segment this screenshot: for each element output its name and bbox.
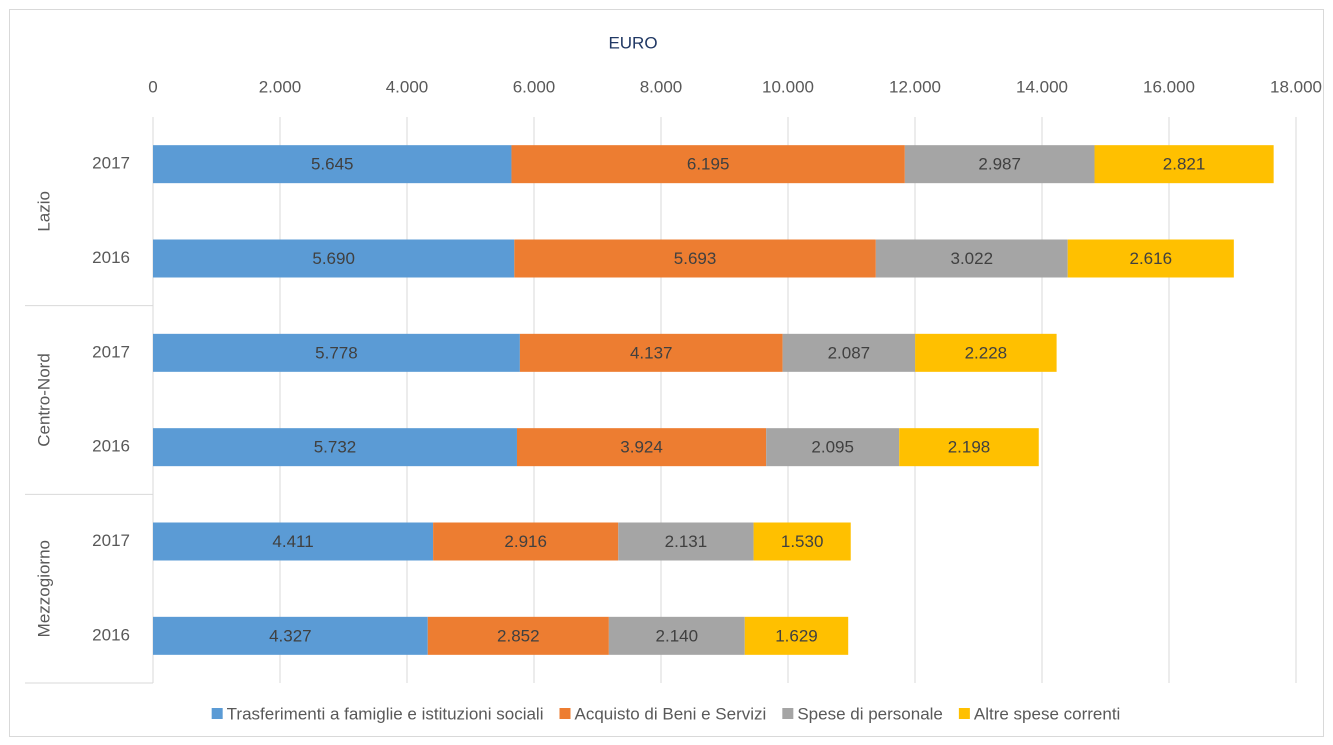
data-label: 2.821 (1163, 155, 1206, 174)
bar-segment (516, 428, 767, 467)
x-tick-label: 2.000 (259, 77, 302, 96)
y-tick-label: 2016 (92, 248, 130, 267)
bar-segment (915, 333, 1057, 372)
legend-label: Altre spese correnti (974, 704, 1120, 723)
x-tick-label: 0 (148, 77, 157, 96)
data-label: 2.852 (497, 626, 540, 645)
bar-segment (153, 333, 520, 372)
data-label: 5.732 (314, 438, 357, 457)
bar-segment (519, 333, 783, 372)
data-label: 2.916 (504, 532, 547, 551)
bar-segment (899, 428, 1039, 467)
data-label: 2.987 (978, 155, 1021, 174)
data-label: 2.140 (656, 626, 699, 645)
x-tick-label: 4.000 (386, 77, 429, 96)
y-tick-label: 2017 (92, 531, 130, 550)
x-tick-label: 18.000 (1270, 77, 1322, 96)
data-label: 5.690 (312, 249, 355, 268)
data-label: 3.022 (950, 249, 993, 268)
data-label: 6.195 (687, 155, 730, 174)
y-tick-label: 2017 (92, 154, 130, 173)
data-label: 2.095 (811, 438, 854, 457)
data-label: 4.411 (272, 532, 313, 551)
bar-segment (514, 239, 876, 278)
legend-swatch (958, 708, 970, 719)
data-label: 1.629 (775, 626, 818, 645)
bar-segment (433, 522, 619, 561)
data-label: 2.198 (948, 438, 991, 457)
x-tick-label: 16.000 (1143, 77, 1195, 96)
data-label: 5.778 (315, 343, 358, 362)
data-label: 2.228 (965, 343, 1008, 362)
data-label: 1.530 (781, 532, 824, 551)
bar-segment (904, 145, 1095, 184)
bar-segment (153, 145, 512, 184)
bar-segment (511, 145, 905, 184)
data-label: 5.693 (674, 249, 717, 268)
bar-segment (153, 239, 515, 278)
y-tick-label: 2016 (92, 437, 130, 456)
x-tick-label: 8.000 (640, 77, 683, 96)
data-label: 5.645 (311, 155, 354, 174)
data-label: 4.137 (630, 343, 673, 362)
bar-segment (153, 522, 434, 561)
legend-swatch (559, 708, 571, 719)
x-tick-label: 10.000 (762, 77, 814, 96)
y-tick-label: 2017 (92, 342, 130, 361)
x-tick-label: 14.000 (1016, 77, 1068, 96)
data-label: 4.327 (269, 626, 312, 645)
axis-title: EURO (608, 33, 657, 52)
chart-border (9, 9, 1324, 737)
bar-segment (618, 522, 754, 561)
bar-segment (608, 616, 745, 655)
data-label: 2.616 (1130, 249, 1173, 268)
legend-label: Acquisto di Beni e Servizi (575, 704, 767, 723)
legend-swatch (782, 708, 794, 719)
bar-segment (153, 616, 428, 655)
legend-swatch (211, 708, 223, 719)
group-label: Lazio (34, 191, 53, 232)
bar-segment (782, 333, 916, 372)
legend-label: Spese di personale (797, 704, 943, 723)
data-label: 3.924 (620, 438, 663, 457)
legend-label: Trasferimenti a famiglie e istituzioni s… (227, 704, 544, 723)
y-tick-label: 2016 (92, 625, 130, 644)
group-label: Centro-Nord (34, 353, 53, 447)
bar-segment (744, 616, 849, 655)
bar-segment (153, 428, 517, 467)
x-tick-label: 12.000 (889, 77, 941, 96)
data-label: 2.087 (828, 343, 871, 362)
bar-segment (875, 239, 1068, 278)
bar-segment (427, 616, 609, 655)
data-label: 2.131 (665, 532, 708, 551)
x-tick-label: 6.000 (513, 77, 556, 96)
bar-segment (1067, 239, 1234, 278)
group-label: Mezzogiorno (34, 540, 53, 637)
bar-segment (753, 522, 851, 561)
bar-segment (766, 428, 900, 467)
bar-segment (1094, 145, 1274, 184)
